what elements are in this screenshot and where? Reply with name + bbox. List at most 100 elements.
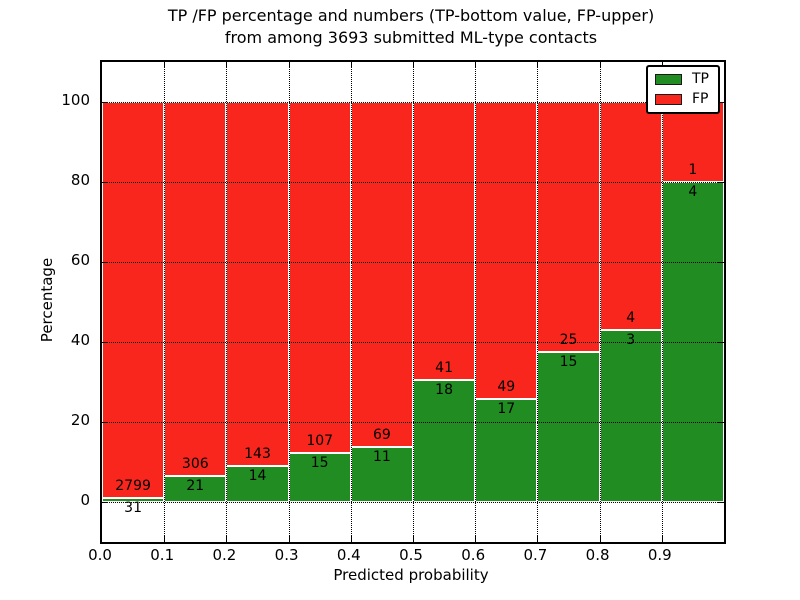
y-tick-label: 60 [70, 251, 90, 269]
x-tick-label: 0.0 [88, 546, 112, 564]
bar-segment-fp-bin0.3 [288, 102, 351, 453]
xtick-top [164, 62, 166, 68]
xtick-bottom [661, 536, 663, 542]
x-axis-label: Predicted probability [333, 566, 489, 584]
y-tick-label: 0 [80, 491, 90, 509]
tp-count-label: 17 [497, 400, 516, 417]
legend: TP FP [646, 65, 720, 114]
legend-entry-fp: FP [655, 92, 709, 107]
gridline-x0.1 [164, 62, 166, 542]
y-tick-label: 80 [70, 171, 90, 189]
ytick-left [102, 262, 108, 263]
xtick-top [475, 62, 477, 68]
xtick-top [599, 62, 601, 68]
x-tick-label: 0.5 [399, 546, 423, 564]
xtick-bottom [350, 536, 352, 542]
y-axis-label: Percentage [38, 257, 56, 343]
bar-segment-fp-bin0.2 [226, 102, 289, 467]
gridline-x0.4 [350, 62, 352, 542]
gridline-x0.2 [226, 62, 228, 542]
ytick-left [102, 422, 108, 423]
xtick-top [350, 62, 352, 68]
gridline-x0.3 [288, 62, 290, 542]
bar-segment-tp-bin0.0 [102, 497, 165, 502]
bar-segment-tp-bin0.7 [537, 352, 600, 502]
tp-count-label: 21 [186, 478, 205, 495]
fp-count-label: 143 [244, 446, 271, 463]
xtick-top [226, 62, 228, 68]
x-tick-label: 0.4 [336, 546, 361, 564]
bar-segment-fp-bin0.6 [475, 102, 538, 399]
bar-segment-fp-bin0.4 [350, 102, 413, 447]
tp-count-label: 3 [626, 332, 636, 349]
bar-segment-tp-bin0.6 [475, 398, 538, 502]
ytick-right [718, 262, 724, 263]
xtick-bottom [599, 536, 601, 542]
y-tick-label: 100 [61, 91, 90, 109]
ytick-right [718, 422, 724, 423]
bar-segment-tp-bin0.4 [350, 446, 413, 502]
x-tick-label: 0.7 [523, 546, 548, 564]
legend-entry-tp: TP [655, 72, 709, 87]
bar-segment-tp-bin0.8 [599, 330, 662, 502]
y-tick-label: 20 [70, 411, 90, 429]
ytick-right [718, 102, 724, 103]
gridline-x0.7 [537, 62, 539, 542]
bar-segment-fp-bin0.5 [413, 102, 476, 380]
fp-count-label: 306 [181, 456, 209, 473]
fp-count-label: 107 [306, 432, 334, 449]
tp-count-label: 31 [124, 499, 143, 516]
xtick-bottom [537, 536, 539, 542]
ytick-left [102, 342, 108, 343]
ytick-left [102, 502, 108, 503]
chart-title: TP /FP percentage and numbers (TP-bottom… [100, 5, 722, 49]
tp-count-label: 14 [248, 468, 267, 485]
fp-count-label: 49 [497, 378, 516, 395]
x-tick-label: 0.2 [212, 546, 237, 564]
tp-count-label: 18 [435, 382, 454, 398]
x-tick-label: 0.8 [585, 546, 610, 564]
bar-segment-fp-bin0.9 [661, 102, 724, 182]
bar-segment-tp-bin0.1 [164, 476, 227, 502]
legend-swatch-tp-icon [655, 74, 682, 85]
x-tick-label: 0.9 [647, 546, 672, 564]
ytick-right [718, 502, 724, 503]
x-tick-label: 0.3 [274, 546, 299, 564]
gridline-x0.9 [661, 62, 663, 542]
fp-count-label: 69 [372, 426, 391, 443]
xtick-bottom [413, 536, 414, 542]
xtick-top [288, 62, 290, 68]
xtick-bottom [164, 536, 166, 542]
gridline-x0.8 [599, 62, 601, 542]
tp-count-label: 15 [310, 454, 329, 471]
xtick-bottom [475, 536, 477, 542]
bar-segment-fp-bin0.7 [537, 102, 600, 352]
y-tick-label: 40 [70, 331, 90, 349]
x-tick-label: 0.6 [461, 546, 486, 564]
fp-count-label: 2799 [115, 477, 151, 494]
bar-segment-fp-bin0.1 [164, 102, 227, 477]
x-tick-label: 0.1 [150, 546, 175, 564]
legend-swatch-fp-icon [655, 94, 682, 105]
ytick-left [102, 182, 108, 183]
bar-segment-fp-bin0.8 [599, 102, 662, 331]
xtick-top [413, 62, 414, 68]
fp-count-label: 1 [688, 162, 698, 178]
gridline-x0.6 [475, 62, 477, 542]
bar-segment-tp-bin0.3 [288, 452, 351, 502]
tp-count-label: 15 [559, 354, 578, 370]
ytick-right [718, 342, 724, 343]
legend-label: TP [692, 71, 709, 87]
tp-count-label: 4 [688, 184, 698, 200]
ytick-right [718, 182, 724, 183]
fp-count-label: 41 [435, 360, 454, 376]
xtick-top [537, 62, 539, 68]
legend-label: FP [692, 91, 709, 107]
gridline-x0.5 [413, 62, 414, 542]
tp-count-label: 11 [372, 448, 391, 465]
fp-count-label: 4 [626, 310, 636, 327]
chart-title-line2: from among 3693 submitted ML-type contac… [224, 28, 598, 47]
ytick-left [102, 102, 108, 103]
chart-title-line1: TP /FP percentage and numbers (TP-bottom… [167, 6, 655, 25]
